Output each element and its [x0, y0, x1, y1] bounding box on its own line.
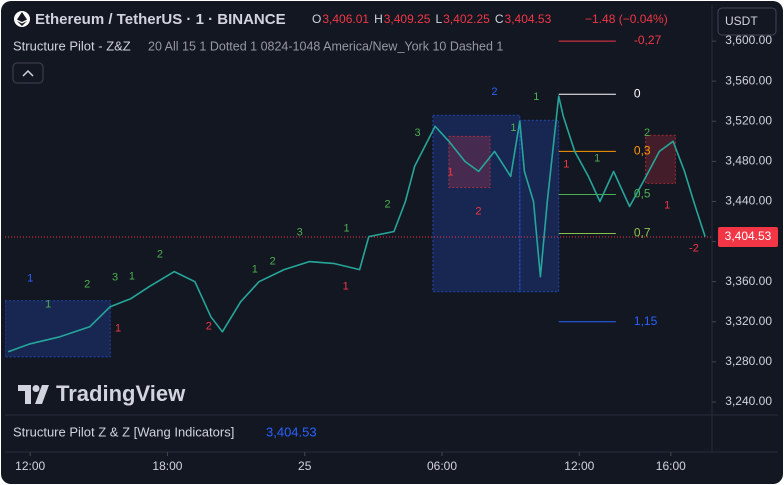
price-line [7, 95, 706, 353]
x-tick-label: 12:00 [564, 459, 594, 473]
fib-label: -0,27 [634, 33, 662, 47]
wave-label: 1 [664, 199, 670, 211]
last-price-label: 3,404.53 [725, 229, 772, 243]
x-tick-label: 25 [298, 459, 312, 473]
wave-label: 1 [344, 222, 350, 234]
ohlc-value: 3,406.01 [322, 12, 369, 26]
bottom-pane-title: Structure Pilot Z & Z [Wang Indicators] [13, 424, 234, 439]
collapse-button[interactable] [12, 62, 44, 84]
y-tick-label: 3,240.00 [725, 394, 772, 408]
price-change: −1.48 (−0.04%) [585, 12, 668, 26]
wave-label: 3 [112, 272, 118, 284]
overlay: Ethereum / TetherUS · 1 · BINANCE O 3,406… [12, 7, 778, 473]
ohlc-value: 3,404.53 [505, 12, 552, 26]
indicator-params: 20 All 15 1 Dotted 1 0824-1048 America/N… [148, 39, 503, 53]
zone [432, 114, 521, 293]
wave-label: 2 [270, 256, 276, 268]
fib-label: 0,3 [634, 144, 651, 158]
zone [448, 135, 491, 188]
fib-label: 0,7 [634, 226, 651, 240]
wave-label: 2 [475, 205, 481, 217]
ohlc-key: L [435, 12, 442, 26]
ohlc-key: H [374, 12, 383, 26]
collapse-icon [22, 69, 34, 77]
wave-label: 1 [343, 281, 349, 293]
wave-label: -2 [689, 242, 699, 254]
wave-label: 2 [84, 279, 90, 291]
wave-label: 2 [491, 86, 497, 98]
last-price-badge [718, 227, 778, 248]
y-tick-label: 3,360.00 [725, 274, 772, 288]
symbol-title: Ethereum / TetherUS · 1 · BINANCE [35, 11, 286, 28]
logo-icon-part [35, 385, 49, 404]
ohlc-key: O [312, 12, 321, 26]
y-tick-label: 3,560.00 [725, 73, 772, 87]
x-tick-label: 06:00 [427, 459, 457, 473]
fib-label: 0 [634, 86, 641, 100]
symbol-icon-glyph [17, 12, 27, 26]
logo-icon-part [18, 385, 31, 404]
wave-label: 1 [563, 158, 569, 170]
fib-label: 0,5 [634, 187, 651, 201]
wave-label: 2 [206, 321, 212, 333]
x-tick-label: 16:00 [656, 459, 686, 473]
wave-label: 1 [533, 91, 539, 103]
y-tick-label: 3,320.00 [725, 314, 772, 328]
currency-button[interactable] [717, 7, 777, 36]
logo-text: TradingView [56, 381, 186, 406]
wave-label: 2 [384, 198, 390, 210]
wave-label: 1 [510, 122, 516, 134]
wave-label: 1 [252, 264, 258, 276]
indicator-name: Structure Pilot - Z&Z [13, 38, 131, 53]
wave-label: 1 [594, 152, 600, 164]
wave-label: 1 [129, 271, 135, 283]
wave-label: 3 [297, 226, 303, 238]
y-tick-label: 3,520.00 [725, 113, 772, 127]
wave-label: 1 [45, 299, 51, 311]
logo-icon-part [32, 385, 40, 392]
wave-label: 1 [27, 273, 33, 285]
wave-label: 2 [157, 249, 163, 261]
currency-label: USDT [725, 14, 758, 28]
logo-icon [18, 385, 49, 404]
fib-label: 1,15 [634, 314, 658, 328]
bottom-pane-value: 3,404.53 [266, 424, 317, 439]
wave-label: 3 [414, 127, 420, 139]
y-tick-label: 3,600.00 [725, 33, 772, 47]
y-tick-label: 3,280.00 [725, 354, 772, 368]
ohlc-key: C [495, 12, 504, 26]
zone [5, 300, 111, 358]
y-tick-label: 3,480.00 [725, 154, 772, 168]
ohlc-value: 3,409.25 [384, 12, 431, 26]
wave-label: 2 [644, 127, 650, 139]
ohlc: O 3,406.01 H 3,409.25 L 3,402.25 C 3,404.53 [312, 12, 552, 26]
x-tick-label: 12:00 [15, 459, 45, 473]
y-tick-label: 3,440.00 [725, 194, 772, 208]
wave-label: 1 [115, 323, 121, 335]
ohlc-value: 3,402.25 [443, 12, 490, 26]
x-tick-label: 18:00 [152, 459, 182, 473]
wave-label: 1 [447, 166, 453, 178]
